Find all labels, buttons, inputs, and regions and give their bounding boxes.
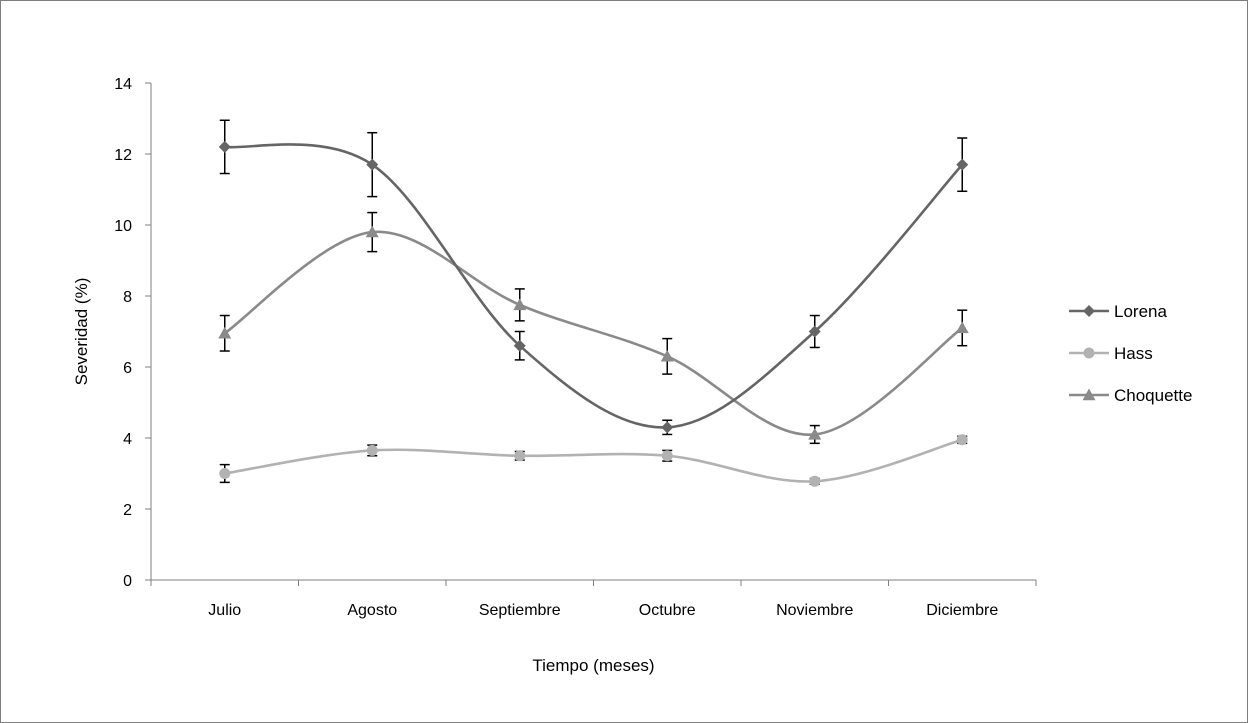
data-point-lorena	[513, 339, 526, 352]
data-point-hass	[809, 475, 821, 487]
x-tick-label: Septiembre	[479, 602, 561, 619]
legend-item-lorena: Lorena	[1069, 302, 1167, 321]
legend-label-choquette: Choquette	[1114, 386, 1192, 405]
series-lorena	[218, 119, 969, 436]
y-tick-label: 14	[114, 76, 132, 93]
data-point-lorena	[808, 325, 821, 338]
data-point-lorena	[661, 421, 674, 434]
y-tick-label: 0	[123, 573, 132, 590]
x-tick-label: Diciembre	[926, 602, 998, 619]
data-point-lorena	[956, 158, 969, 171]
legend: Lorena Hass Choquette	[1069, 302, 1192, 405]
y-tick-labels: 0 2 4 6 8 10 12 14	[114, 76, 132, 590]
y-tick-label: 4	[123, 431, 132, 448]
series-hass	[219, 434, 968, 487]
x-tick-label: Julio	[208, 602, 241, 619]
data-point-hass	[514, 450, 526, 462]
x-tick-label: Noviembre	[776, 602, 853, 619]
legend-label-hass: Hass	[1114, 344, 1153, 363]
legend-marker-hass	[1083, 347, 1095, 359]
data-point-lorena	[366, 158, 379, 171]
data-point-choquette	[365, 225, 379, 238]
y-tick-label: 10	[114, 218, 132, 235]
data-point-hass	[661, 450, 673, 462]
series-layer	[218, 119, 969, 487]
data-point-hass	[366, 444, 378, 456]
y-tick-label: 8	[123, 289, 132, 306]
data-point-choquette	[660, 349, 674, 362]
data-point-hass	[219, 468, 231, 479]
x-axis-title: Tiempo (meses)	[532, 656, 654, 675]
legend-item-hass: Hass	[1069, 344, 1153, 363]
series-line-choquette	[224, 230, 964, 436]
data-point-hass	[956, 434, 968, 446]
legend-marker-lorena	[1083, 305, 1095, 317]
data-point-choquette	[808, 427, 822, 440]
series-line-lorena	[224, 143, 964, 429]
y-tick-label: 6	[123, 360, 132, 377]
data-point-choquette	[513, 298, 527, 311]
legend-label-lorena: Lorena	[1114, 302, 1167, 321]
data-point-choquette	[218, 326, 232, 339]
series-choquette	[218, 211, 969, 445]
legend-marker-choquette	[1082, 388, 1096, 401]
series-line-hass	[224, 438, 963, 483]
y-axis-title: Severidad (%)	[72, 278, 91, 386]
y-tick-label: 12	[114, 147, 132, 164]
axes-layer	[145, 82, 1037, 586]
x-tick-label: Agosto	[347, 602, 397, 619]
data-point-choquette	[955, 321, 969, 334]
legend-item-choquette: Choquette	[1069, 386, 1192, 405]
data-point-lorena	[218, 140, 231, 153]
x-tick-labels: Julio Agosto Septiembre Octubre Noviembre Dic…	[208, 602, 998, 619]
y-tick-label: 2	[123, 502, 132, 519]
x-tick-label: Octubre	[639, 602, 696, 619]
